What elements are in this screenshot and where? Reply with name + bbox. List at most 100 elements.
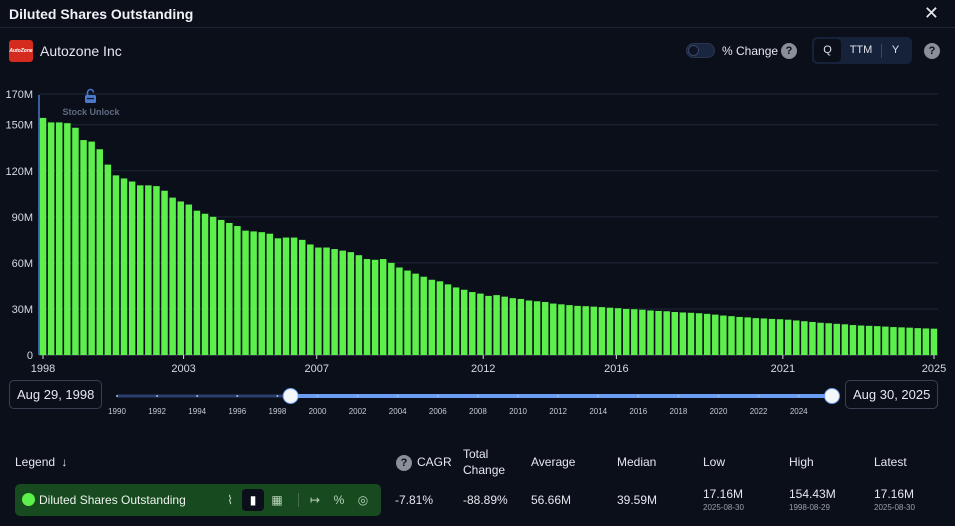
legend-series-row[interactable]: Diluted Shares Outstanding ⌇ ▮ ▦ ↦ % ◎ — [15, 484, 381, 516]
slider-dot — [276, 395, 279, 397]
slider-dot — [316, 395, 319, 397]
slider-year-label: 2002 — [349, 407, 367, 416]
bar — [64, 123, 71, 355]
slider-year-label: 1990 — [108, 407, 126, 416]
slider-year-labels: 1990 1992 1994 1996 1998 2000 2002 2004 2006 2008… — [108, 407, 808, 416]
slider-start-handle[interactable] — [282, 388, 299, 404]
slider-dot — [116, 395, 118, 397]
bar — [906, 327, 913, 355]
bar-chart-icon[interactable]: ▮ — [242, 489, 264, 511]
bar — [801, 321, 808, 355]
bar — [161, 190, 168, 355]
bar — [112, 175, 120, 355]
close-icon[interactable]: ✕ — [923, 3, 939, 23]
cagr-help-icon[interactable]: ? — [396, 455, 412, 471]
chart-help-icon[interactable]: ? — [924, 43, 940, 59]
bar — [169, 197, 176, 355]
period-y-button[interactable]: Y — [891, 44, 900, 56]
bar — [517, 298, 525, 355]
bar — [347, 252, 355, 355]
bar — [469, 292, 476, 355]
bar — [598, 307, 606, 355]
bar — [695, 313, 703, 355]
x-tick-label: 2016 — [604, 363, 628, 375]
bar — [39, 117, 47, 355]
bar — [428, 279, 436, 355]
bar — [307, 244, 314, 355]
period-ttm-button[interactable]: TTM — [849, 44, 873, 56]
range-end-date[interactable]: Aug 30, 2025 — [845, 380, 939, 409]
header-total-change-line1: Total — [463, 447, 489, 461]
y-tick-label: 150M — [5, 120, 33, 132]
window-title: Diluted Shares Outstanding — [9, 6, 194, 22]
bar — [120, 178, 128, 355]
slider-dot — [757, 395, 760, 397]
slider-year-label: 2020 — [710, 407, 728, 416]
bar — [72, 127, 79, 355]
bar — [509, 298, 517, 355]
stacked-bar-icon[interactable]: ▦ — [271, 493, 283, 507]
bar — [639, 309, 646, 355]
stock-unlock-annotation: Stock Unlock — [38, 88, 121, 355]
value-latest-date: 2025-08-30 — [874, 503, 915, 512]
bar — [193, 210, 201, 355]
bar — [47, 122, 55, 355]
bar — [145, 185, 152, 355]
value-median: 39.59M — [617, 493, 658, 507]
period-q-button[interactable]: Q — [814, 39, 841, 62]
bar — [663, 311, 670, 355]
toggle-knob — [688, 45, 699, 56]
bar — [250, 231, 257, 355]
slider-end-handle[interactable] — [824, 388, 840, 404]
bar — [793, 320, 800, 355]
x-tick-label: 2003 — [171, 363, 195, 375]
slider-year-label: 1992 — [148, 407, 166, 416]
bar — [282, 237, 290, 355]
bar — [712, 314, 719, 355]
legend-header[interactable]: Legend ↓ — [15, 455, 67, 469]
bar — [606, 307, 614, 355]
bar — [56, 122, 63, 355]
company-header: AutoZone Autozone Inc — [9, 40, 122, 62]
bar — [226, 222, 233, 355]
slider-year-label: 1994 — [188, 407, 206, 416]
header-median: Median — [617, 455, 657, 469]
bar — [185, 204, 193, 355]
slider-dot — [156, 395, 159, 397]
bar — [104, 164, 112, 355]
bar — [703, 313, 711, 355]
x-tick-label: 1998 — [31, 363, 55, 375]
bar — [882, 326, 889, 355]
y-tick-label: 120M — [5, 166, 33, 178]
bar — [234, 226, 241, 355]
y-tick-label: 0 — [27, 350, 33, 362]
pct-change-toggle[interactable] — [686, 43, 715, 58]
bar — [930, 328, 938, 355]
slider-year-label: 2004 — [389, 407, 407, 416]
bar — [833, 323, 841, 355]
chart-bars — [39, 117, 938, 355]
hide-icon[interactable]: ◎ — [357, 493, 369, 507]
bar — [209, 216, 217, 355]
bar — [744, 317, 751, 355]
bar-chart: 0 30M 60M 90M 120M 150M 170M 1998 2003 2007 2012 2… — [5, 88, 946, 375]
line-chart-icon[interactable]: ⌇ — [227, 493, 233, 507]
slider-dot — [717, 395, 720, 397]
range-slider[interactable]: 1990 1992 1994 1996 1998 2000 2002 2004 2006 2008… — [0, 380, 955, 420]
y-tick-label: 60M — [12, 258, 33, 270]
bar — [339, 250, 346, 355]
range-start-date[interactable]: Aug 29, 1998 — [9, 380, 103, 409]
legend-icon-divider — [298, 493, 299, 507]
bar — [898, 327, 905, 355]
bar — [622, 308, 630, 355]
pct-change-help-icon[interactable]: ? — [781, 43, 797, 59]
bar — [379, 259, 387, 355]
bar — [315, 247, 322, 355]
extend-icon[interactable]: ↦ — [309, 493, 321, 507]
y-axis-ticks: 0 30M 60M 90M 120M 150M 170M — [5, 89, 33, 362]
series-color-dot[interactable] — [22, 493, 35, 506]
period-selector: Q TTM Y — [812, 37, 912, 64]
bar — [809, 321, 816, 355]
slider-dot — [196, 395, 199, 397]
percent-off-icon[interactable]: % — [333, 493, 345, 507]
